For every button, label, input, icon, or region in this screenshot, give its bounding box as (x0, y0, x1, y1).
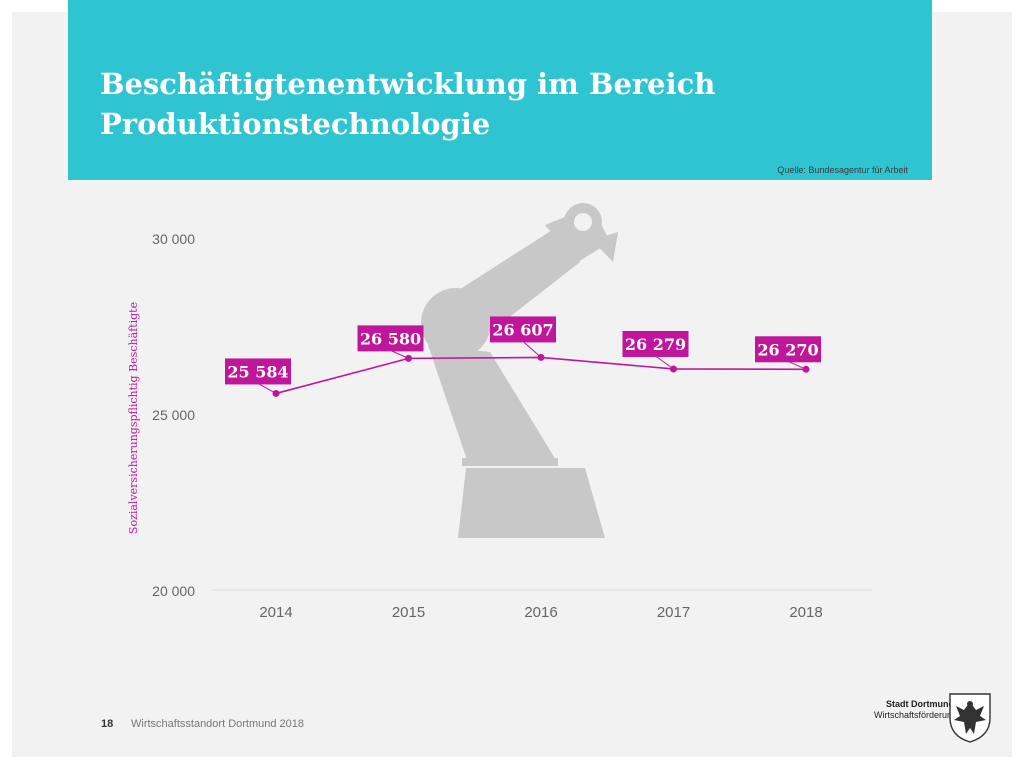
page-title-line-1: Beschäftigtenentwicklung im Bereich (100, 67, 716, 101)
y-axis-ticks: 20 000 25 000 30 000 (152, 231, 195, 599)
footer-text: Wirtschaftsstandort Dortmund 2018 (131, 718, 305, 730)
data-label: 25 584 (227, 362, 288, 381)
data-label-leader (655, 355, 674, 370)
data-marks: 25 584 26 580 26 607 26 279 26 270 (225, 316, 821, 397)
data-label-box (357, 325, 424, 352)
y-tick-label: 30 000 (152, 231, 195, 247)
data-label-box (225, 358, 291, 385)
series-line (275, 356, 807, 395)
logo-line-2: Wirtschaftsförderung (874, 710, 958, 720)
x-tick-label: 2018 (789, 604, 822, 621)
page-number: 18 (101, 718, 114, 730)
y-tick-label: 20 000 (152, 583, 195, 599)
data-label: 26 607 (492, 320, 553, 339)
y-tick-label: 25 000 (152, 407, 195, 423)
data-label: 26 279 (625, 335, 686, 354)
data-label-box (622, 330, 689, 357)
source-note: Quelle: Bundesagentur für Arbeit (777, 165, 908, 175)
data-label: 26 580 (360, 329, 421, 348)
x-tick-label: 2015 (392, 604, 425, 621)
x-axis-ticks: 2014 2015 2016 2017 2018 (259, 604, 822, 621)
data-label-box (490, 316, 556, 343)
logo-line-1: Stadt Dortmund (886, 699, 954, 709)
data-label-leader (522, 341, 542, 358)
robot-arm-illustration (421, 203, 618, 538)
page-title: Beschäftigtenentwicklung im Bereich Prod… (100, 64, 800, 144)
header-banner (68, 0, 932, 180)
x-tick-label: 2016 (524, 604, 557, 621)
x-tick-label: 2017 (657, 604, 690, 621)
data-label-box (755, 336, 821, 363)
data-label: 26 270 (757, 340, 818, 359)
page-title-line-2: Produktionstechnologie (100, 107, 491, 141)
data-label-leader (390, 349, 409, 359)
stadt-dortmund-logo-text: Stadt Dortmund Wirtschaftsförderung (874, 699, 958, 721)
dortmund-eagle-crest-icon (949, 693, 991, 743)
y-axis-label: Sozialversicherungspflichtig Beschäftigt… (127, 302, 140, 534)
x-tick-label: 2014 (259, 604, 292, 621)
data-label-leader (257, 383, 277, 394)
data-label-leader (787, 360, 807, 370)
